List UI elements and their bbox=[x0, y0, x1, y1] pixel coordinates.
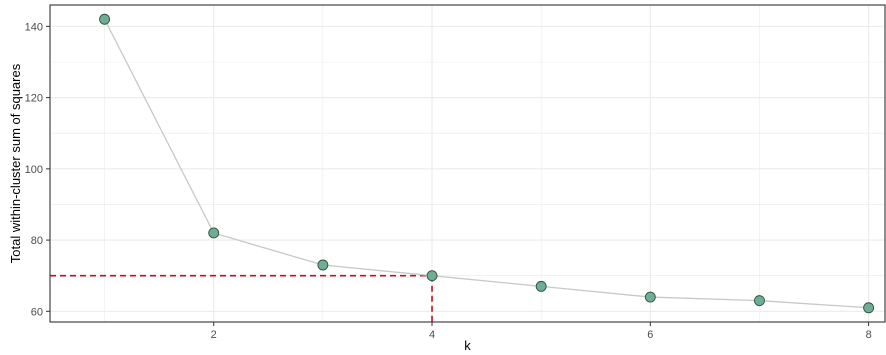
y-tick-label: 120 bbox=[25, 93, 43, 105]
x-tick-label: 6 bbox=[647, 329, 653, 341]
x-tick-label: 8 bbox=[866, 329, 872, 341]
x-axis-title: k bbox=[464, 338, 471, 353]
x-tick-label: 2 bbox=[211, 329, 217, 341]
panel-border bbox=[49, 4, 886, 323]
data-point-k6 bbox=[644, 291, 656, 303]
reference-lines bbox=[50, 274, 433, 322]
data-point-k1 bbox=[99, 13, 111, 25]
y-axis-title: Total within-cluster sum of squares bbox=[8, 63, 23, 263]
series-points-layer bbox=[99, 13, 875, 314]
x-tick-label: 4 bbox=[429, 329, 435, 341]
data-point-k8 bbox=[863, 302, 875, 314]
y-axis-ticks: 60 80 100 120 140 bbox=[25, 21, 50, 318]
data-point-k2 bbox=[208, 227, 220, 239]
data-point-k7 bbox=[754, 295, 765, 307]
data-point-k5 bbox=[535, 280, 547, 292]
data-point-k4 bbox=[426, 270, 438, 282]
y-tick-label: 100 bbox=[25, 164, 43, 176]
y-tick-label: 80 bbox=[31, 235, 43, 247]
grid-layer bbox=[50, 5, 885, 322]
series-line bbox=[103, 18, 869, 309]
series-line-layer bbox=[103, 18, 869, 309]
panel-background bbox=[50, 5, 885, 322]
y-tick-label: 60 bbox=[31, 306, 43, 318]
data-point-k3 bbox=[317, 259, 329, 271]
x-axis-ticks: 2 4 6 8 bbox=[211, 322, 872, 341]
y-tick-label: 140 bbox=[25, 21, 43, 33]
